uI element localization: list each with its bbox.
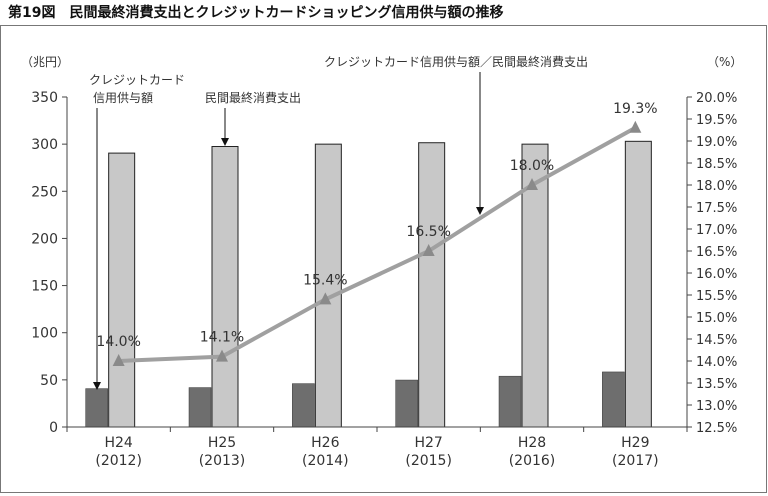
right-tick-label: 19.5% <box>696 113 737 128</box>
left-tick-label: 50 <box>40 373 58 389</box>
bar-consumption <box>108 152 136 428</box>
x-tick-label-year: (2017) <box>612 453 659 469</box>
ratio-label: 19.3% <box>613 101 657 117</box>
bar-credit <box>498 375 522 428</box>
right-tick-label: 15.5% <box>696 289 737 304</box>
right-axis-unit: （%） <box>707 55 742 69</box>
right-tick-label: 17.0% <box>696 223 737 238</box>
x-tick-label: H28 <box>518 435 546 451</box>
x-tick-label: H24 <box>104 435 132 451</box>
ratio-line <box>118 126 637 363</box>
right-axis-ticks: 12.5% 13.0% 13.5% 14.0% 14.5% 15.0% 15.5% 16.0%… <box>687 91 737 436</box>
right-tick-label: 18.5% <box>696 157 737 172</box>
annotation-credit-arrowhead <box>93 382 101 390</box>
annotation-consumption: 民間最終消費支出 <box>205 90 301 105</box>
ratio-point <box>629 120 642 133</box>
left-axis-unit: （兆円） <box>21 55 69 69</box>
bar-consumption <box>211 146 239 428</box>
right-tick-label: 16.5% <box>696 245 737 260</box>
left-tick-label: 350 <box>31 90 58 106</box>
ratio-series: 14.0% 14.1% 15.4% 16.5% 18.0% 19.3% <box>96 101 658 366</box>
x-tick-label-year: (2016) <box>509 453 556 469</box>
ratio-label: 14.1% <box>200 330 244 346</box>
ratio-point <box>319 292 332 305</box>
figure-title: 第19図 民間最終消費支出とクレジットカードショッピング信用供与額の推移 <box>8 5 504 21</box>
bar-consumption <box>624 140 652 428</box>
right-tick-label: 12.5% <box>696 421 737 436</box>
x-tick-label: H27 <box>414 435 442 451</box>
x-tick-label-year: (2013) <box>199 453 246 469</box>
right-tick-label: 15.0% <box>696 311 737 326</box>
x-tick-label: H25 <box>208 435 236 451</box>
x-tick-label-year: (2014) <box>302 453 349 469</box>
annotation-ratio: クレジットカード信用供与額／民間最終消費支出 <box>324 54 588 69</box>
chart-frame: （兆円） （%） 0 50 100 150 200 250 300 350 12.5% 13.0… <box>0 25 767 493</box>
right-tick-label: 14.5% <box>696 333 737 348</box>
x-tick-label-year: (2015) <box>405 453 452 469</box>
left-axis-ticks: 0 50 100 150 200 250 300 350 <box>31 90 67 436</box>
bar-consumption <box>521 143 549 428</box>
ratio-label: 16.5% <box>406 224 450 240</box>
left-tick-label: 0 <box>49 420 58 436</box>
bar-consumption <box>314 143 342 428</box>
chart: （兆円） （%） 0 50 100 150 200 250 300 350 12.5% 13.0… <box>21 54 742 469</box>
right-tick-label: 20.0% <box>696 91 737 106</box>
bar-credit <box>188 387 212 428</box>
bar-credit <box>85 388 108 428</box>
ratio-point <box>526 178 538 190</box>
bar-credit <box>292 383 315 428</box>
annotation-credit-line1: クレジットカード <box>89 73 185 87</box>
right-tick-label: 13.0% <box>696 399 737 414</box>
ratio-point <box>112 354 125 366</box>
left-tick-label: 150 <box>31 279 58 295</box>
ratio-label: 15.4% <box>303 272 347 288</box>
x-axis-ticks: H24 (2012) H25 (2013) H26 (2014) H27 (2015) H28 (… <box>66 427 688 469</box>
right-tick-label: 18.0% <box>696 179 737 194</box>
left-tick-label: 200 <box>31 231 58 247</box>
left-tick-label: 250 <box>31 184 58 200</box>
right-tick-label: 19.0% <box>696 135 737 150</box>
bar-consumption <box>418 142 446 428</box>
annotation-ratio-arrowhead <box>476 207 484 215</box>
x-tick-label: H26 <box>311 435 339 451</box>
left-tick-label: 100 <box>31 326 58 342</box>
ratio-label: 18.0% <box>510 158 554 174</box>
ratio-label: 14.0% <box>96 334 140 350</box>
right-tick-label: 16.0% <box>696 267 737 282</box>
right-tick-label: 14.0% <box>696 355 737 370</box>
ratio-point <box>216 349 228 362</box>
x-tick-label-year: (2012) <box>95 453 142 469</box>
annotation-consumption-arrowhead <box>221 138 229 146</box>
ratio-point <box>422 244 435 256</box>
left-tick-label: 300 <box>31 137 58 153</box>
x-tick-label: H29 <box>621 435 649 451</box>
right-tick-label: 17.5% <box>696 201 737 216</box>
right-tick-label: 13.5% <box>696 377 737 392</box>
bar-credit <box>395 379 418 428</box>
annotation-credit-line2: 信用供与額 <box>93 91 153 105</box>
bars <box>85 140 652 428</box>
bar-credit <box>602 371 625 428</box>
